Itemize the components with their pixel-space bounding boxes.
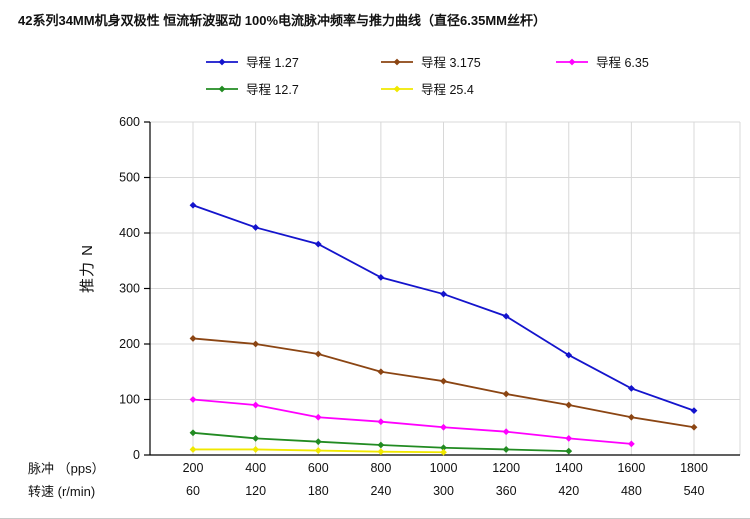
- gridlines: [150, 121, 741, 455]
- legend-label: 导程 6.35: [596, 56, 649, 70]
- x-tick-label-rpm: 540: [684, 484, 705, 498]
- x-tick-label-pps: 1200: [492, 461, 520, 475]
- axes: [144, 121, 740, 456]
- legend-label: 导程 25.4: [421, 83, 474, 97]
- series-marker: [314, 438, 322, 446]
- series-marker: [440, 290, 447, 298]
- series-0: [189, 201, 698, 414]
- y-tick-labels: 0 100 200 300 400 500 600: [119, 115, 140, 462]
- y-tick-label: 500: [119, 171, 140, 185]
- series-marker: [565, 434, 573, 442]
- x-tick-label-pps: 1400: [555, 461, 583, 475]
- x-tick-label-pps: 600: [308, 461, 329, 475]
- series-3: [189, 429, 573, 455]
- series-marker: [377, 418, 385, 426]
- series-marker: [314, 447, 322, 454]
- x-tick-label-pps: 1800: [680, 461, 708, 475]
- y-tick-label: 300: [119, 282, 140, 296]
- series-marker: [252, 446, 260, 453]
- y-tick-label: 600: [119, 115, 140, 129]
- series-marker: [377, 368, 385, 376]
- legend-item-3: 导程 12.7: [205, 75, 380, 102]
- series-marker: [565, 351, 573, 359]
- x-tick-label-rpm: 120: [245, 484, 266, 498]
- x-axis-label-pps: 脉冲 （pps）: [28, 461, 105, 476]
- series-marker: [627, 385, 635, 392]
- legend-item-1: 导程 3.175: [380, 48, 555, 75]
- y-tick-label: 200: [119, 337, 140, 351]
- legend-marker-icon: [556, 58, 588, 65]
- series-1: [189, 335, 698, 431]
- series-marker: [189, 446, 197, 453]
- series-marker: [565, 401, 573, 409]
- series-marker: [314, 413, 322, 421]
- x-tick-label-rpm: 240: [370, 484, 391, 498]
- y-tick-label: 400: [119, 226, 140, 240]
- series-marker: [440, 448, 447, 456]
- series-marker: [440, 444, 447, 452]
- series-marker: [377, 448, 385, 456]
- legend-label: 导程 12.7: [246, 83, 299, 97]
- series-marker: [502, 428, 510, 436]
- series-marker: [189, 429, 197, 437]
- series-marker: [377, 441, 385, 449]
- series-marker: [314, 240, 322, 248]
- series-marker: [440, 423, 447, 431]
- series-marker: [252, 434, 260, 442]
- x-tick-label-pps: 1000: [430, 461, 458, 475]
- x-tick-label-pps: 200: [183, 461, 204, 475]
- legend-item-2: 导程 6.35: [555, 48, 730, 75]
- y-tick-label: 0: [133, 448, 140, 462]
- legend-marker-icon: [381, 85, 413, 92]
- x-tick-label-rpm: 480: [621, 484, 642, 498]
- series-marker: [440, 377, 447, 385]
- legend-item-4: 导程 25.4: [380, 75, 555, 102]
- x-tick-label-rpm: 360: [496, 484, 517, 498]
- legend-item-0: 导程 1.27: [205, 48, 380, 75]
- series-marker: [189, 201, 197, 209]
- series-marker: [502, 446, 510, 453]
- series-marker: [690, 407, 698, 414]
- series-4: [189, 446, 447, 456]
- legend-label: 导程 1.27: [246, 56, 299, 70]
- legend-marker-icon: [206, 58, 238, 65]
- series-marker: [502, 312, 510, 320]
- x-tick-label-rpm: 180: [308, 484, 329, 498]
- series-marker: [627, 413, 635, 421]
- y-tick-label: 100: [119, 393, 140, 407]
- series-marker: [690, 423, 698, 431]
- series-marker: [377, 274, 385, 281]
- series-marker: [565, 447, 573, 455]
- x-tick-label-pps: 400: [245, 461, 266, 475]
- series-marker: [252, 224, 260, 231]
- chart-title: 42系列34MM机身双极性 恒流斩波驱动 100%电流脉冲频率与推力曲线（直径6…: [18, 13, 547, 28]
- x-tick-label-pps: 1600: [617, 461, 645, 475]
- series-marker: [252, 401, 260, 409]
- series-marker: [502, 390, 510, 398]
- x-tick-label-rpm: 60: [186, 484, 200, 498]
- x-tick-label-rpm: 420: [558, 484, 579, 498]
- series-marker: [252, 340, 260, 348]
- legend-marker-icon: [206, 85, 238, 92]
- legend-marker-icon: [381, 58, 413, 65]
- chart-legend: 导程 1.27 导程 3.175 导程 6.35 导程 12.7 导程 25.4: [205, 48, 750, 102]
- series-line: [192, 398, 632, 445]
- x-tick-label-rpm: 300: [433, 484, 454, 498]
- series-marker: [189, 396, 197, 403]
- x-tick-labels: 200 400 600 800 1000 1200 1400 1600 1800 60 120 180…: [183, 461, 708, 498]
- x-tick-label-pps: 800: [370, 461, 391, 475]
- series-marker: [314, 350, 322, 358]
- series-marker: [627, 440, 635, 448]
- series-marker: [189, 335, 197, 342]
- legend-label: 导程 3.175: [421, 56, 481, 70]
- series-2: [189, 396, 635, 448]
- x-axis-label-rpm: 转速 (r/min): [28, 484, 96, 499]
